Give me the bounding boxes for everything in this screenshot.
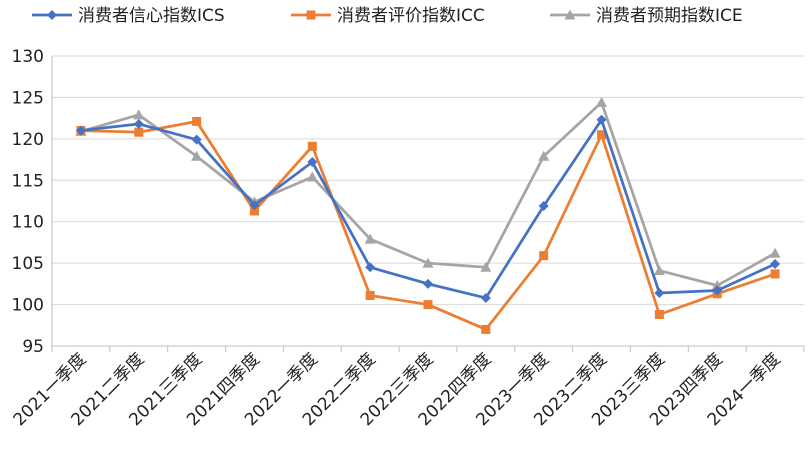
data-point bbox=[654, 310, 664, 320]
y-tick-label: 120 bbox=[12, 130, 44, 150]
data-point bbox=[422, 257, 434, 268]
grid bbox=[52, 55, 804, 306]
data-point bbox=[307, 141, 317, 151]
data-point bbox=[133, 109, 145, 120]
y-tick-label: 100 bbox=[12, 296, 44, 316]
data-point bbox=[191, 134, 202, 145]
data-point bbox=[133, 118, 144, 129]
y-tick-label: 95 bbox=[22, 337, 44, 357]
series-line bbox=[80, 120, 776, 331]
y-axis-ticks: 95 100 105 110 115 120 125 130 bbox=[12, 47, 44, 357]
data-point bbox=[653, 265, 665, 276]
legend-item-3: 消费者预期指数ICE bbox=[550, 6, 743, 26]
x-axis-ticks: 2021一季度2021二季度2021三季度2021四季度2022一季度2022二… bbox=[10, 349, 785, 430]
data-point bbox=[423, 278, 433, 289]
data-point bbox=[365, 262, 376, 273]
legend-label: 消费者信心指数ICS bbox=[78, 6, 225, 26]
data-point bbox=[654, 287, 665, 298]
data-point bbox=[75, 125, 86, 136]
data-point bbox=[770, 258, 781, 269]
data-point bbox=[249, 206, 259, 216]
y-tick-label: 130 bbox=[12, 47, 44, 67]
data-point bbox=[307, 157, 318, 168]
series-2 bbox=[76, 116, 780, 334]
y-tick-label: 105 bbox=[12, 254, 44, 274]
data-point bbox=[480, 261, 492, 272]
data-point bbox=[423, 300, 433, 310]
data-point bbox=[564, 9, 576, 20]
data-point bbox=[769, 247, 781, 258]
legend-item-2: 消费者评价指数ICC bbox=[291, 6, 485, 26]
data-point bbox=[539, 251, 549, 261]
series-1 bbox=[75, 114, 781, 303]
data-point bbox=[134, 127, 144, 137]
data-point bbox=[538, 200, 549, 211]
data-point bbox=[712, 285, 723, 296]
legend-item-1: 消费者信心指数ICS bbox=[32, 6, 225, 26]
data-point bbox=[364, 233, 376, 244]
data-point bbox=[597, 130, 607, 140]
data-point bbox=[192, 116, 202, 126]
data-point bbox=[596, 96, 608, 107]
data-point bbox=[306, 171, 318, 182]
y-tick-label: 115 bbox=[12, 171, 44, 191]
legend-label: 消费者评价指数ICC bbox=[337, 6, 485, 26]
data-point bbox=[365, 290, 375, 300]
y-tick-label: 110 bbox=[12, 213, 44, 233]
series-3 bbox=[75, 96, 781, 291]
series-layer bbox=[75, 96, 781, 334]
data-point bbox=[480, 292, 491, 303]
data-point bbox=[47, 10, 57, 20]
data-point bbox=[538, 150, 550, 161]
legend-label: 消费者预期指数ICE bbox=[596, 6, 743, 26]
legend: 消费者信心指数ICS 消费者评价指数ICC 消费者预期指数ICE bbox=[32, 6, 743, 26]
data-point bbox=[711, 280, 723, 291]
y-tick-label: 125 bbox=[12, 88, 44, 108]
data-point bbox=[306, 10, 316, 20]
data-point bbox=[770, 269, 780, 279]
data-point bbox=[481, 324, 491, 334]
data-point bbox=[249, 200, 260, 211]
axes bbox=[51, 56, 805, 352]
data-point bbox=[191, 150, 203, 161]
data-point bbox=[596, 114, 607, 125]
